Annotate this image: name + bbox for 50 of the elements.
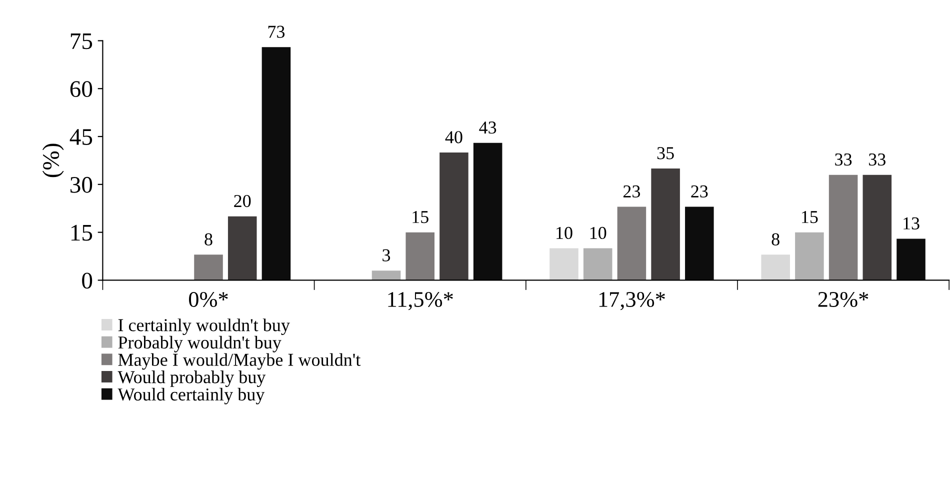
bar bbox=[228, 216, 257, 280]
y-axis-title: (%) bbox=[42, 144, 64, 178]
y-tick-label: 30 bbox=[70, 176, 92, 193]
bar bbox=[761, 254, 790, 280]
data-label: 33 bbox=[835, 153, 852, 166]
legend-label: Would certainly buy bbox=[118, 388, 265, 404]
x-tick-label: 23%* bbox=[818, 292, 868, 308]
x-tick-label: 0%* bbox=[188, 292, 228, 308]
y-tick-label: 0 bbox=[82, 272, 92, 289]
data-label: 33 bbox=[868, 153, 886, 166]
bar bbox=[406, 232, 434, 280]
bar bbox=[583, 248, 612, 280]
data-label: 13 bbox=[904, 217, 920, 230]
bar bbox=[685, 206, 714, 280]
data-label: 43 bbox=[479, 122, 496, 134]
x-tick-label: 17,3%* bbox=[599, 292, 665, 310]
data-label: 73 bbox=[268, 26, 285, 38]
data-label: 8 bbox=[772, 233, 780, 246]
data-label: 35 bbox=[657, 147, 674, 160]
legend-label: Would probably buy bbox=[118, 370, 266, 387]
legend-label: Probably wouldn't buy bbox=[118, 336, 282, 352]
bar bbox=[262, 47, 291, 280]
legend-label: Maybe I would/Maybe I wouldn't bbox=[118, 353, 361, 370]
data-label: 20 bbox=[234, 194, 251, 208]
data-label: 3 bbox=[382, 249, 390, 262]
data-label: 15 bbox=[412, 210, 428, 224]
bar bbox=[440, 152, 468, 280]
data-label: 40 bbox=[445, 131, 462, 144]
bar bbox=[617, 206, 646, 280]
data-label: 8 bbox=[204, 233, 212, 246]
bar bbox=[862, 174, 892, 280]
bar bbox=[372, 270, 401, 280]
data-label: 10 bbox=[590, 226, 606, 240]
data-label: 23 bbox=[623, 185, 640, 198]
bar bbox=[194, 254, 223, 280]
data-label: 23 bbox=[691, 185, 708, 198]
bar bbox=[795, 232, 824, 280]
bar bbox=[473, 142, 502, 280]
bar bbox=[896, 238, 926, 280]
y-tick-label: 15 bbox=[71, 224, 92, 241]
y-tick-label: 60 bbox=[70, 81, 92, 98]
data-label: 15 bbox=[802, 210, 818, 224]
legend-label: I certainly wouldn't buy bbox=[118, 318, 290, 335]
y-tick-label: 45 bbox=[70, 129, 92, 145]
bar bbox=[828, 174, 858, 280]
data-label: 10 bbox=[556, 226, 572, 240]
y-tick-label: 75 bbox=[70, 33, 92, 50]
x-tick-label: 11,5%* bbox=[388, 292, 453, 310]
bar bbox=[550, 248, 578, 280]
bar bbox=[651, 168, 680, 280]
